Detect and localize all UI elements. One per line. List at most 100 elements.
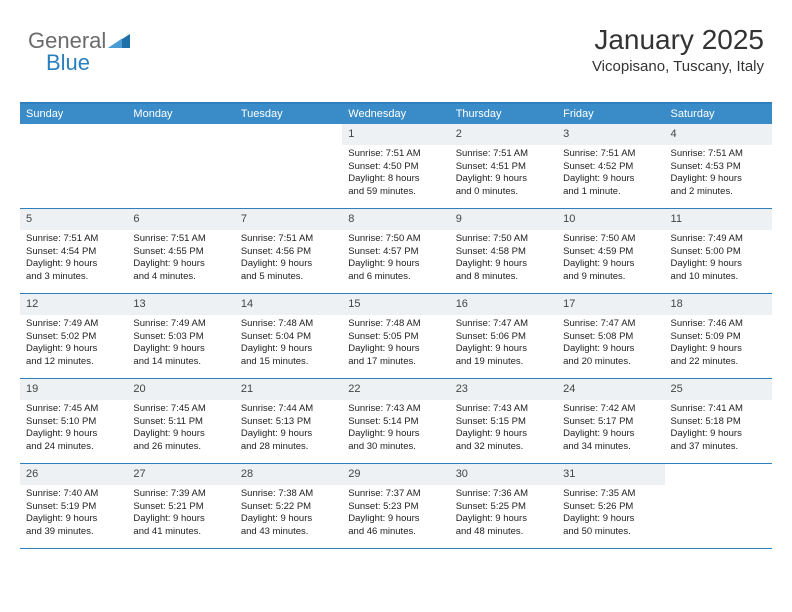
day-number: 4 [665, 124, 772, 145]
day-info: Sunrise: 7:47 AMSunset: 5:08 PMDaylight:… [557, 315, 664, 373]
day-cell: 28Sunrise: 7:38 AMSunset: 5:22 PMDayligh… [235, 464, 342, 548]
day-number: 8 [342, 209, 449, 230]
day-cell: 27Sunrise: 7:39 AMSunset: 5:21 PMDayligh… [127, 464, 234, 548]
day-number: 23 [450, 379, 557, 400]
day-cell: 17Sunrise: 7:47 AMSunset: 5:08 PMDayligh… [557, 294, 664, 378]
day-cell: 19Sunrise: 7:45 AMSunset: 5:10 PMDayligh… [20, 379, 127, 463]
day-info: Sunrise: 7:45 AMSunset: 5:10 PMDaylight:… [20, 400, 127, 458]
week-row: 12Sunrise: 7:49 AMSunset: 5:02 PMDayligh… [20, 294, 772, 379]
day-cell: 25Sunrise: 7:41 AMSunset: 5:18 PMDayligh… [665, 379, 772, 463]
day-number: 19 [20, 379, 127, 400]
day-number: 20 [127, 379, 234, 400]
day-cell: 26Sunrise: 7:40 AMSunset: 5:19 PMDayligh… [20, 464, 127, 548]
day-number: 15 [342, 294, 449, 315]
day-cell: 30Sunrise: 7:36 AMSunset: 5:25 PMDayligh… [450, 464, 557, 548]
week-row: 1Sunrise: 7:51 AMSunset: 4:50 PMDaylight… [20, 124, 772, 209]
day-info: Sunrise: 7:47 AMSunset: 5:06 PMDaylight:… [450, 315, 557, 373]
day-number: 17 [557, 294, 664, 315]
day-cell: 9Sunrise: 7:50 AMSunset: 4:58 PMDaylight… [450, 209, 557, 293]
day-info: Sunrise: 7:36 AMSunset: 5:25 PMDaylight:… [450, 485, 557, 543]
day-number: 28 [235, 464, 342, 485]
empty-cell [20, 124, 127, 208]
day-header-thursday: Thursday [450, 104, 557, 124]
day-header-saturday: Saturday [665, 104, 772, 124]
day-info: Sunrise: 7:51 AMSunset: 4:52 PMDaylight:… [557, 145, 664, 203]
day-cell: 10Sunrise: 7:50 AMSunset: 4:59 PMDayligh… [557, 209, 664, 293]
day-cell: 31Sunrise: 7:35 AMSunset: 5:26 PMDayligh… [557, 464, 664, 548]
day-number: 7 [235, 209, 342, 230]
day-info: Sunrise: 7:39 AMSunset: 5:21 PMDaylight:… [127, 485, 234, 543]
day-info: Sunrise: 7:51 AMSunset: 4:50 PMDaylight:… [342, 145, 449, 203]
logo-triangle-icon [108, 32, 132, 50]
day-header-sunday: Sunday [20, 104, 127, 124]
day-info: Sunrise: 7:49 AMSunset: 5:02 PMDaylight:… [20, 315, 127, 373]
day-cell: 4Sunrise: 7:51 AMSunset: 4:53 PMDaylight… [665, 124, 772, 208]
day-cell: 8Sunrise: 7:50 AMSunset: 4:57 PMDaylight… [342, 209, 449, 293]
day-info: Sunrise: 7:41 AMSunset: 5:18 PMDaylight:… [665, 400, 772, 458]
day-cell: 3Sunrise: 7:51 AMSunset: 4:52 PMDaylight… [557, 124, 664, 208]
day-header-tuesday: Tuesday [235, 104, 342, 124]
day-info: Sunrise: 7:48 AMSunset: 5:05 PMDaylight:… [342, 315, 449, 373]
day-cell: 23Sunrise: 7:43 AMSunset: 5:15 PMDayligh… [450, 379, 557, 463]
day-info: Sunrise: 7:49 AMSunset: 5:03 PMDaylight:… [127, 315, 234, 373]
day-number: 21 [235, 379, 342, 400]
day-info: Sunrise: 7:49 AMSunset: 5:00 PMDaylight:… [665, 230, 772, 288]
day-number: 9 [450, 209, 557, 230]
day-cell: 14Sunrise: 7:48 AMSunset: 5:04 PMDayligh… [235, 294, 342, 378]
day-number: 24 [557, 379, 664, 400]
day-number: 10 [557, 209, 664, 230]
day-number: 29 [342, 464, 449, 485]
day-number: 2 [450, 124, 557, 145]
day-cell: 18Sunrise: 7:46 AMSunset: 5:09 PMDayligh… [665, 294, 772, 378]
day-info: Sunrise: 7:51 AMSunset: 4:51 PMDaylight:… [450, 145, 557, 203]
day-number: 18 [665, 294, 772, 315]
day-cell: 24Sunrise: 7:42 AMSunset: 5:17 PMDayligh… [557, 379, 664, 463]
day-info: Sunrise: 7:43 AMSunset: 5:15 PMDaylight:… [450, 400, 557, 458]
day-number: 5 [20, 209, 127, 230]
day-info: Sunrise: 7:50 AMSunset: 4:58 PMDaylight:… [450, 230, 557, 288]
day-cell: 15Sunrise: 7:48 AMSunset: 5:05 PMDayligh… [342, 294, 449, 378]
day-cell: 1Sunrise: 7:51 AMSunset: 4:50 PMDaylight… [342, 124, 449, 208]
day-info: Sunrise: 7:51 AMSunset: 4:53 PMDaylight:… [665, 145, 772, 203]
day-number: 11 [665, 209, 772, 230]
day-cell: 5Sunrise: 7:51 AMSunset: 4:54 PMDaylight… [20, 209, 127, 293]
day-info: Sunrise: 7:51 AMSunset: 4:56 PMDaylight:… [235, 230, 342, 288]
day-number: 30 [450, 464, 557, 485]
day-cell: 11Sunrise: 7:49 AMSunset: 5:00 PMDayligh… [665, 209, 772, 293]
day-info: Sunrise: 7:38 AMSunset: 5:22 PMDaylight:… [235, 485, 342, 543]
day-cell: 6Sunrise: 7:51 AMSunset: 4:55 PMDaylight… [127, 209, 234, 293]
empty-cell [235, 124, 342, 208]
day-info: Sunrise: 7:42 AMSunset: 5:17 PMDaylight:… [557, 400, 664, 458]
day-info: Sunrise: 7:43 AMSunset: 5:14 PMDaylight:… [342, 400, 449, 458]
day-cell: 13Sunrise: 7:49 AMSunset: 5:03 PMDayligh… [127, 294, 234, 378]
day-number: 31 [557, 464, 664, 485]
day-info: Sunrise: 7:44 AMSunset: 5:13 PMDaylight:… [235, 400, 342, 458]
day-cell: 29Sunrise: 7:37 AMSunset: 5:23 PMDayligh… [342, 464, 449, 548]
day-info: Sunrise: 7:37 AMSunset: 5:23 PMDaylight:… [342, 485, 449, 543]
day-info: Sunrise: 7:40 AMSunset: 5:19 PMDaylight:… [20, 485, 127, 543]
day-cell: 7Sunrise: 7:51 AMSunset: 4:56 PMDaylight… [235, 209, 342, 293]
day-info: Sunrise: 7:50 AMSunset: 4:57 PMDaylight:… [342, 230, 449, 288]
day-header-row: SundayMondayTuesdayWednesdayThursdayFrid… [20, 104, 772, 124]
logo-text-blue: Blue [46, 50, 90, 75]
day-info: Sunrise: 7:51 AMSunset: 4:54 PMDaylight:… [20, 230, 127, 288]
day-number: 1 [342, 124, 449, 145]
empty-cell [665, 464, 772, 548]
day-number: 27 [127, 464, 234, 485]
day-number: 25 [665, 379, 772, 400]
logo-text-blue-wrap: Blue [46, 50, 90, 76]
day-cell: 12Sunrise: 7:49 AMSunset: 5:02 PMDayligh… [20, 294, 127, 378]
day-info: Sunrise: 7:45 AMSunset: 5:11 PMDaylight:… [127, 400, 234, 458]
day-info: Sunrise: 7:35 AMSunset: 5:26 PMDaylight:… [557, 485, 664, 543]
day-number: 16 [450, 294, 557, 315]
week-row: 5Sunrise: 7:51 AMSunset: 4:54 PMDaylight… [20, 209, 772, 294]
day-cell: 22Sunrise: 7:43 AMSunset: 5:14 PMDayligh… [342, 379, 449, 463]
day-number: 13 [127, 294, 234, 315]
day-number: 22 [342, 379, 449, 400]
empty-cell [127, 124, 234, 208]
day-header-wednesday: Wednesday [342, 104, 449, 124]
day-number: 3 [557, 124, 664, 145]
month-title: January 2025 [592, 24, 764, 56]
day-cell: 2Sunrise: 7:51 AMSunset: 4:51 PMDaylight… [450, 124, 557, 208]
day-header-monday: Monday [127, 104, 234, 124]
